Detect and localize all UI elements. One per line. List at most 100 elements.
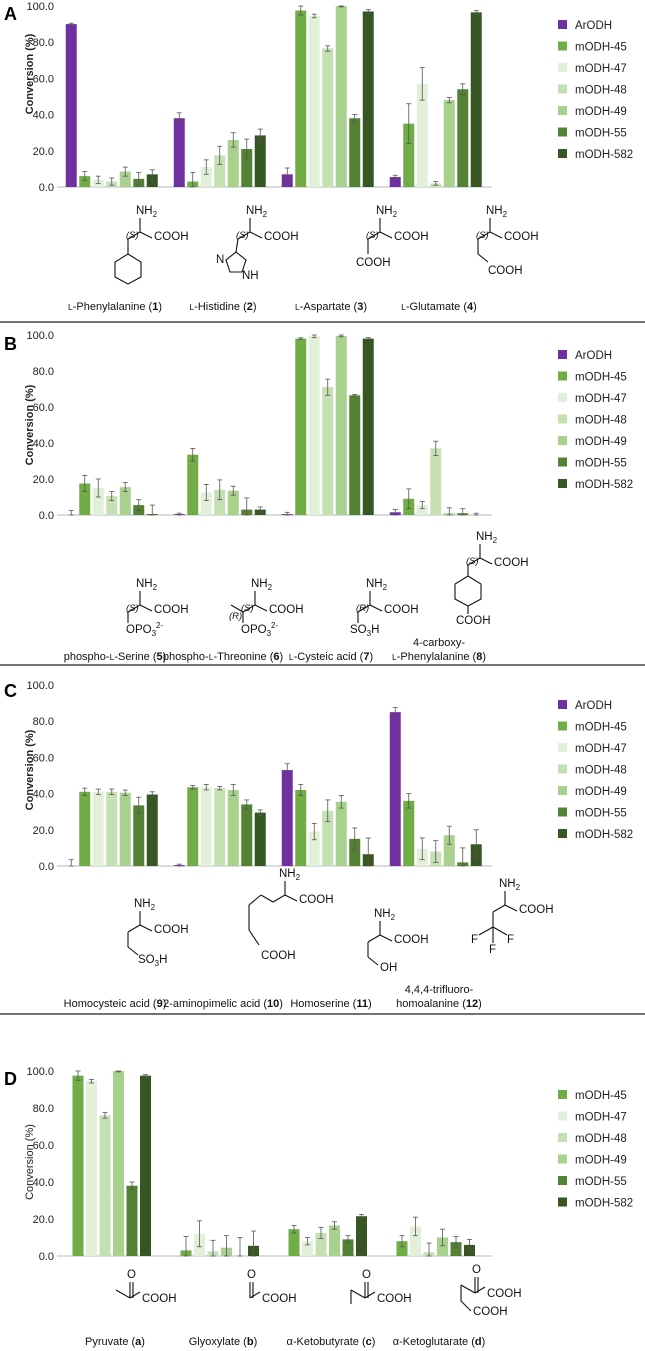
bar — [349, 838, 361, 866]
bond — [492, 904, 506, 913]
bar — [349, 118, 361, 187]
atom-label: COOH — [269, 604, 304, 616]
legend-swatch — [558, 371, 567, 381]
benzene-ring — [454, 575, 482, 607]
bar — [389, 712, 401, 866]
atom-label: COOH — [487, 1288, 522, 1300]
atom-label: COOH — [488, 265, 523, 277]
bar — [113, 1071, 124, 1256]
bond — [248, 929, 260, 946]
legend-label: mODH-48 — [575, 85, 627, 97]
atom-label: NH2 — [279, 868, 301, 882]
bar — [99, 1115, 111, 1256]
atom-label: F — [489, 944, 496, 956]
atom-label: COOH — [519, 904, 554, 916]
atom-label: SO3H — [138, 954, 167, 968]
bar — [214, 489, 226, 515]
bar-group — [281, 334, 374, 516]
atom-label: O — [247, 1269, 256, 1281]
category-label: L-Phenylalanine (8) — [392, 651, 486, 663]
bond — [478, 926, 494, 936]
atom-label: NH2 — [376, 205, 398, 219]
bond — [474, 1286, 486, 1294]
y-tick-label: 80.0 — [33, 37, 54, 49]
bar-group — [68, 787, 158, 867]
bar-group — [389, 440, 479, 516]
y-tick-label: 80.0 — [33, 716, 54, 728]
legend-swatch — [558, 1154, 567, 1164]
structure: NH2 COOH (S) OPO32-(R) — [229, 578, 304, 638]
legend-swatch — [558, 41, 567, 51]
atom-label: NH2 — [476, 531, 498, 545]
bar — [362, 338, 374, 515]
stereo-label: (S) — [241, 603, 254, 614]
legend-label: mODH-49 — [575, 106, 627, 118]
legend-swatch — [558, 20, 567, 29]
bond — [115, 1289, 131, 1299]
y-tick-label: 80.0 — [33, 366, 54, 378]
atom-label: COOH — [473, 1306, 508, 1318]
bar — [187, 454, 199, 515]
y-tick-label: 100.0 — [26, 680, 54, 692]
y-tick-label: 20.0 — [33, 146, 54, 158]
legend-swatch — [558, 457, 567, 467]
bar — [227, 490, 239, 515]
legend-swatch — [558, 807, 567, 817]
atom-label: OH — [380, 962, 397, 974]
bar — [200, 167, 212, 187]
y-axis-label: Conversion (%) — [24, 384, 36, 465]
y-axis-label: Conversion (%) — [24, 33, 36, 114]
bar — [119, 792, 131, 866]
stereo-label: (S) — [366, 230, 379, 241]
legend: mODH-45 mODH-47 mODH-48 mODH-49 mODH-55 mODH-… — [558, 1090, 633, 1210]
structure: O COOH COOH — [460, 1264, 522, 1318]
panel-letter: D — [4, 1069, 17, 1089]
legend-swatch — [558, 1133, 567, 1142]
bond — [367, 934, 381, 943]
y-tick-label: 40.0 — [33, 1177, 54, 1189]
category-label: L-Aspartate (3) — [295, 301, 367, 313]
bar — [65, 24, 77, 187]
panel-c: C 0.0 20.0 40.0 60.0 80.0 100.0 Conversion (%) A… — [0, 680, 645, 1015]
atom-label: O — [127, 1269, 136, 1281]
bond — [504, 904, 518, 912]
legend-swatch — [558, 1111, 567, 1121]
bar — [322, 48, 334, 187]
bond — [477, 231, 491, 240]
y-tick-label: 60.0 — [33, 73, 54, 85]
bar-group — [389, 707, 482, 867]
bond — [129, 1291, 141, 1299]
y-tick-label: 40.0 — [33, 438, 54, 450]
legend-swatch — [558, 479, 567, 488]
bar — [72, 1075, 84, 1256]
atom-label: O — [472, 1264, 481, 1276]
bar — [396, 1241, 408, 1256]
atom-label: COOH — [394, 934, 429, 946]
bar-group — [281, 763, 374, 867]
structure: O COOH — [247, 1269, 297, 1305]
legend-swatch — [558, 350, 567, 359]
bar — [295, 789, 307, 866]
bond — [369, 604, 383, 612]
structure: NH2 COOH (S) — [114, 205, 189, 285]
atom-label: COOH — [142, 1293, 177, 1305]
bar — [254, 812, 266, 866]
legend-label: mODH-55 — [575, 458, 627, 470]
bar — [308, 831, 320, 866]
legend-label: mODH-47 — [575, 63, 627, 75]
bar — [79, 791, 91, 866]
panel-letter: A — [4, 4, 17, 24]
atom-label: COOH — [154, 924, 189, 936]
legend-label: mODH-47 — [575, 1112, 627, 1124]
atom-label: OPO32- — [126, 621, 163, 638]
bond — [139, 924, 153, 932]
bar — [430, 448, 442, 515]
atom-label: COOH — [261, 950, 296, 962]
bar-group — [180, 1220, 259, 1257]
atom-label: NH2 — [136, 578, 158, 592]
bar — [302, 1241, 313, 1256]
legend-swatch — [558, 436, 567, 445]
bond — [284, 894, 298, 902]
category-label: Glyoxylate (b) — [189, 1336, 257, 1348]
